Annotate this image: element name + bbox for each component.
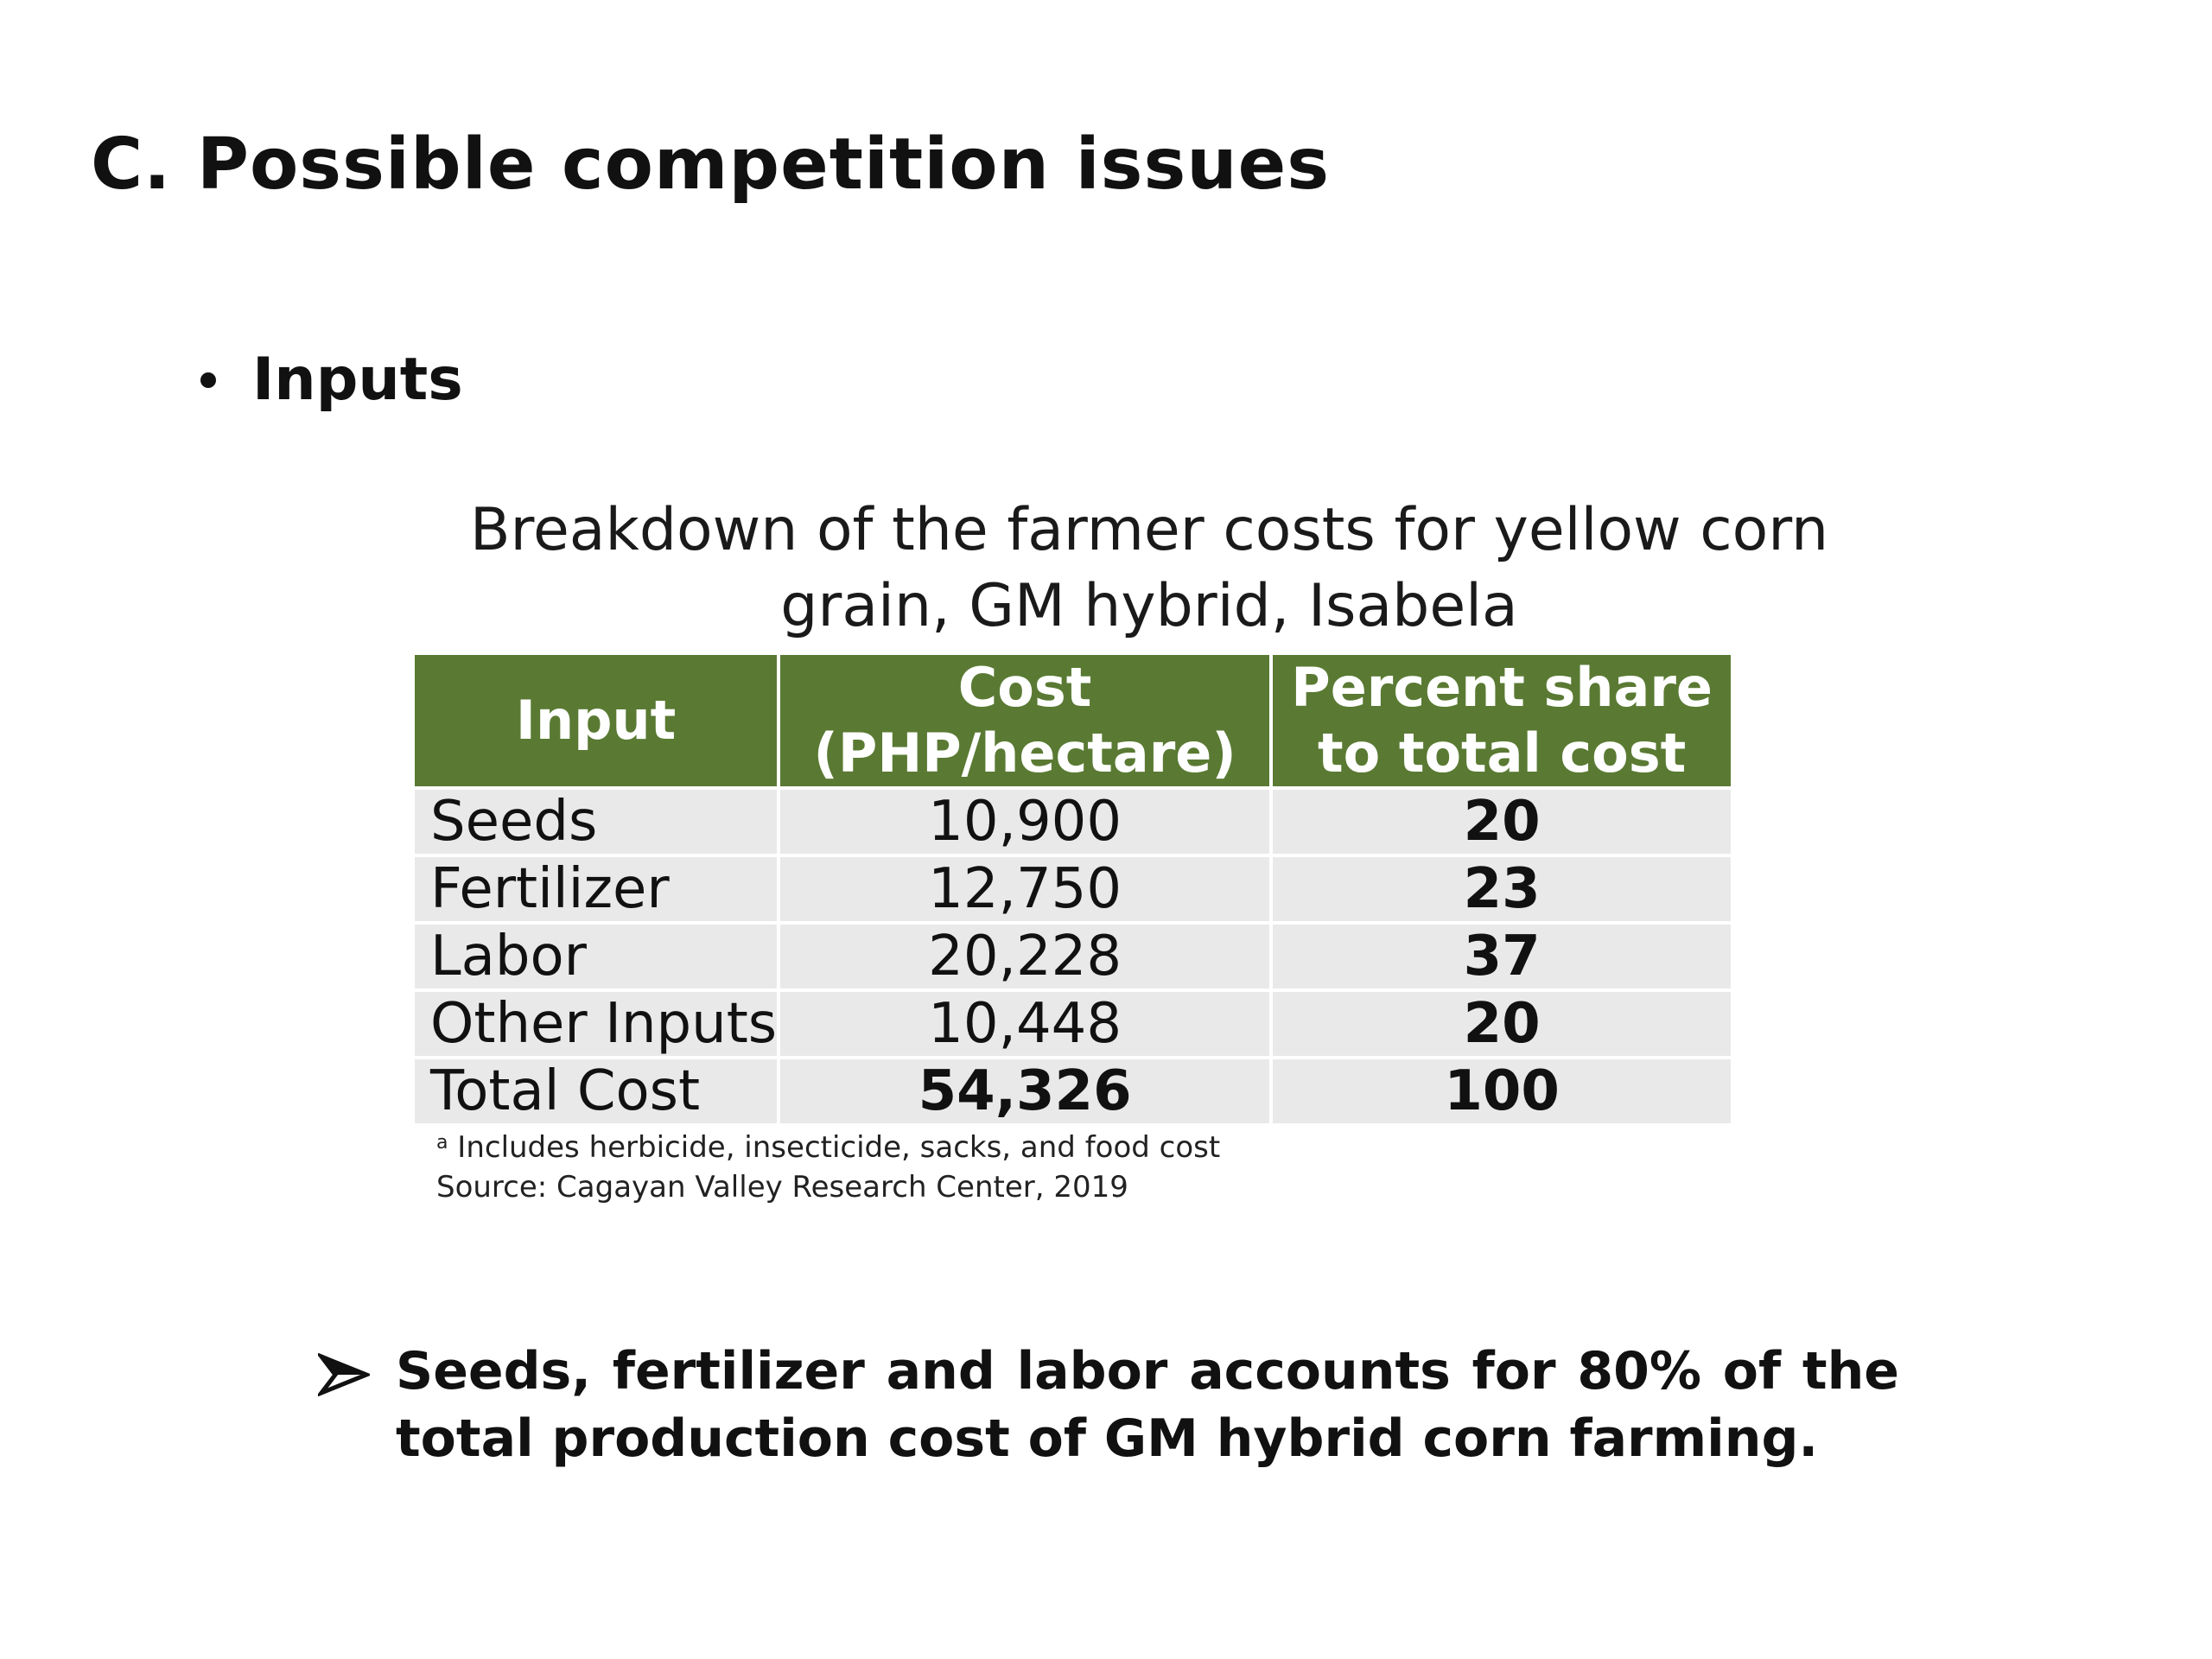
cell-cost: 10,448 [780,992,1270,1056]
cell-cost-total: 54,326 [780,1059,1270,1123]
table-caption-line1: Breakdown of the farmer costs for yellow… [469,496,1829,564]
takeaway-text: Seeds, fertilizer and labor accounts for… [396,1341,1899,1469]
header-cost-line2: (PHP/hectare) [813,721,1236,785]
header-cost: Cost (PHP/hectare) [780,655,1270,786]
cell-share: 37 [1273,925,1732,988]
cell-share: 23 [1273,857,1732,921]
table-caption: Breakdown of the farmer costs for yellow… [415,493,1884,645]
cell-share-total: 100 [1273,1059,1732,1123]
bullet-label: Inputs [252,346,463,414]
header-input: Input [415,655,778,786]
table-row-seeds: Seeds 10,900 20 [415,790,1732,854]
cell-input: Other Inputs [415,992,778,1056]
cell-cost: 20,228 [780,925,1270,988]
header-share-line2: to total cost [1318,721,1687,785]
table-footnote: a Includes herbicide, insecticide, sacks… [436,1123,1220,1207]
table-header-row: Input Cost (PHP/hectare) Percent share t… [415,655,1732,786]
footnote-line: a Includes herbicide, insecticide, sacks… [436,1123,1220,1167]
header-share: Percent share to total cost [1273,655,1732,786]
cell-input: Seeds [415,790,778,854]
takeaway-bullet: Seeds, fertilizer and labor accounts for… [318,1338,1908,1472]
bullet-item-inputs: Inputs [200,346,463,414]
table-caption-line2: grain, GM hybrid, Isabela [780,572,1518,640]
table-row-labor: Labor 20,228 37 [415,925,1732,988]
cell-input: Total Cost [415,1059,778,1123]
cell-share: 20 [1273,790,1732,854]
footnote-text: Includes herbicide, insecticide, sacks, … [457,1130,1221,1165]
table-row-fertilizer: Fertilizer 12,750 23 [415,857,1732,921]
arrowhead-bullet-icon [318,1353,370,1396]
cell-input: Labor [415,925,778,988]
cell-cost: 10,900 [780,790,1270,854]
header-input-label: Input [515,689,677,752]
cell-share: 20 [1273,992,1732,1056]
cell-cost: 12,750 [780,857,1270,921]
header-cost-line1: Cost [957,656,1092,719]
source-line: Source: Cagayan Valley Research Center, … [436,1170,1128,1205]
header-share-line1: Percent share [1291,656,1713,719]
bullet-dot-icon [200,372,216,388]
cell-input: Fertilizer [415,857,778,921]
table-row-total: Total Cost 54,326 100 [415,1059,1732,1123]
cost-breakdown-table: Input Cost (PHP/hectare) Percent share t… [411,652,1734,1127]
slide-title: C. Possible competition issues [91,124,1331,206]
footnote-marker: a [436,1132,448,1154]
table-row-other-inputs: Other Inputs 10,448 20 [415,992,1732,1056]
